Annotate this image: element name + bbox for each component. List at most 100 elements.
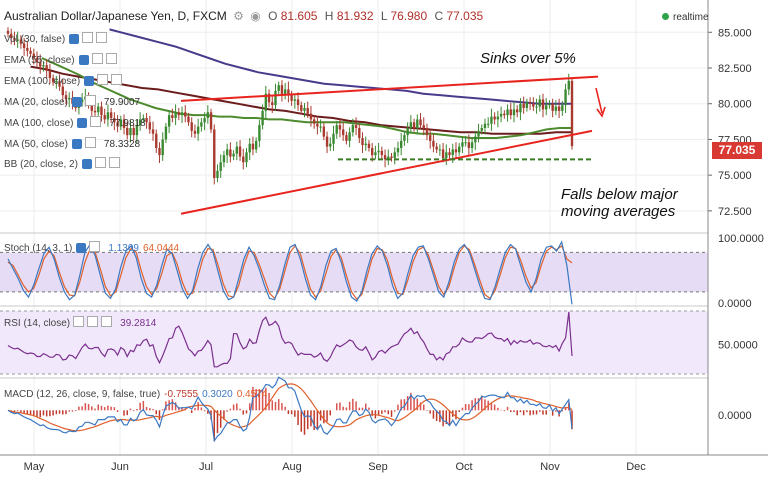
candle-body (564, 89, 567, 106)
candle-body (390, 156, 393, 158)
legend-ema55[interactable]: EMA (55, close) (4, 53, 117, 66)
candle-body (39, 62, 42, 67)
settings-box-icon[interactable] (94, 157, 106, 168)
legend-vol[interactable]: Vol (30, false) (4, 32, 108, 45)
candle-body (367, 143, 371, 148)
settings-box-icon[interactable] (91, 53, 103, 64)
y-tick-label: 82.500 (718, 63, 752, 75)
current-price-tag: 77.035 (712, 142, 762, 159)
settings-box-icon[interactable] (73, 316, 85, 327)
candle-body (499, 113, 503, 117)
settings-icon[interactable]: ⚙ (233, 9, 244, 23)
settings-box-icon[interactable] (90, 116, 102, 127)
candle-body (412, 122, 416, 128)
candle-body (403, 135, 406, 141)
candle-body (380, 150, 384, 156)
candle-body (55, 80, 58, 83)
candle-body (470, 142, 474, 148)
candle-body (277, 85, 280, 91)
eye-icon[interactable] (71, 139, 82, 149)
eye-icon[interactable] (71, 97, 82, 107)
high-label: H (324, 9, 334, 23)
candle-body (219, 162, 222, 171)
candle-body (225, 149, 229, 156)
candle-body (409, 122, 413, 128)
settings-box-icon[interactable] (97, 74, 109, 85)
close-box-icon[interactable] (87, 316, 99, 327)
candle-body (80, 99, 84, 103)
candle-body (519, 103, 522, 113)
realtime-badge: realtime (662, 12, 709, 23)
candle-body (548, 103, 551, 106)
close-box-icon[interactable] (108, 157, 120, 168)
legend-stoch[interactable]: Stoch (14, 3, 1) 1.1309 64.0444 (4, 241, 179, 254)
candle-body (109, 112, 113, 118)
candle-body (26, 48, 29, 51)
candle-body (551, 103, 554, 111)
candle-body (193, 130, 197, 134)
close-box-icon[interactable] (105, 53, 117, 64)
candle-body (335, 125, 338, 134)
candle-body (116, 122, 119, 127)
candle-body (258, 125, 261, 141)
open-label: O (268, 9, 278, 23)
close-label: C (434, 9, 444, 23)
stoch-label: Stoch (14, 3, 1) (4, 243, 73, 254)
legend-rsi[interactable]: RSI (14, close) 39.2814 (4, 316, 156, 329)
legend-ema100[interactable]: EMA (100, close) (4, 74, 123, 87)
more-box-icon[interactable] (101, 316, 113, 327)
candle-body (461, 142, 464, 147)
eye-icon[interactable] (84, 76, 95, 86)
candle-body (222, 155, 226, 163)
candle-body (474, 136, 477, 143)
candle-body (467, 142, 471, 148)
eye-icon[interactable] (78, 55, 89, 65)
settings-box-icon[interactable] (89, 241, 101, 252)
settings-box-icon[interactable] (84, 95, 96, 106)
eye-icon[interactable] (77, 118, 88, 128)
settings-box-icon[interactable] (84, 137, 96, 148)
legend-ma100[interactable]: MA (100, close) 77.9818 (4, 116, 146, 129)
candle-body (516, 109, 519, 113)
candle-body (490, 116, 493, 124)
grid (0, 0, 708, 455)
stoch-band (0, 252, 708, 292)
close-box-icon[interactable] (111, 74, 123, 85)
candle-body (119, 119, 122, 127)
candle-body (377, 150, 380, 153)
macd-line-value: 0.4574 (236, 389, 268, 400)
candle-body (97, 106, 100, 113)
candle-body (312, 119, 316, 124)
x-tick-label: Dec (626, 461, 646, 473)
eye-icon[interactable] (81, 159, 92, 169)
macd-hist-value: -0.7555 (164, 389, 199, 400)
legend-macd[interactable]: MACD (12, 26, close, 9, false, true) -0.7… (4, 389, 267, 400)
stoch-d-line (7, 244, 573, 300)
candle-body (48, 70, 52, 78)
close-box-icon[interactable] (96, 32, 108, 43)
candle-body (309, 113, 313, 120)
candle-body (216, 170, 219, 178)
candle-body (251, 143, 255, 150)
candle-body (90, 103, 93, 111)
candle-body (16, 39, 19, 41)
candle-body (13, 38, 16, 41)
visibility-icon[interactable]: ◉ (250, 9, 261, 23)
legend-bb[interactable]: BB (20, close, 2) (4, 157, 120, 170)
legend-ma20[interactable]: MA (20, close) 79.9007 (4, 95, 140, 108)
candle-body (496, 116, 500, 120)
settings-box-icon[interactable] (82, 32, 94, 43)
candle-body (155, 133, 158, 148)
eye-icon[interactable] (76, 243, 87, 253)
candle-body (325, 136, 329, 147)
candle-body (22, 43, 26, 48)
ma20-value: 79.9007 (103, 97, 141, 108)
eye-icon[interactable] (69, 34, 80, 44)
legend-ma50[interactable]: MA (50, close) 78.3328 (4, 137, 140, 150)
candle-body (93, 110, 97, 113)
x-tick-label: May (24, 461, 45, 473)
chart-header: Australian Dollar/Japanese Yen, D, FXCM … (4, 9, 483, 23)
candle-body (477, 130, 480, 137)
